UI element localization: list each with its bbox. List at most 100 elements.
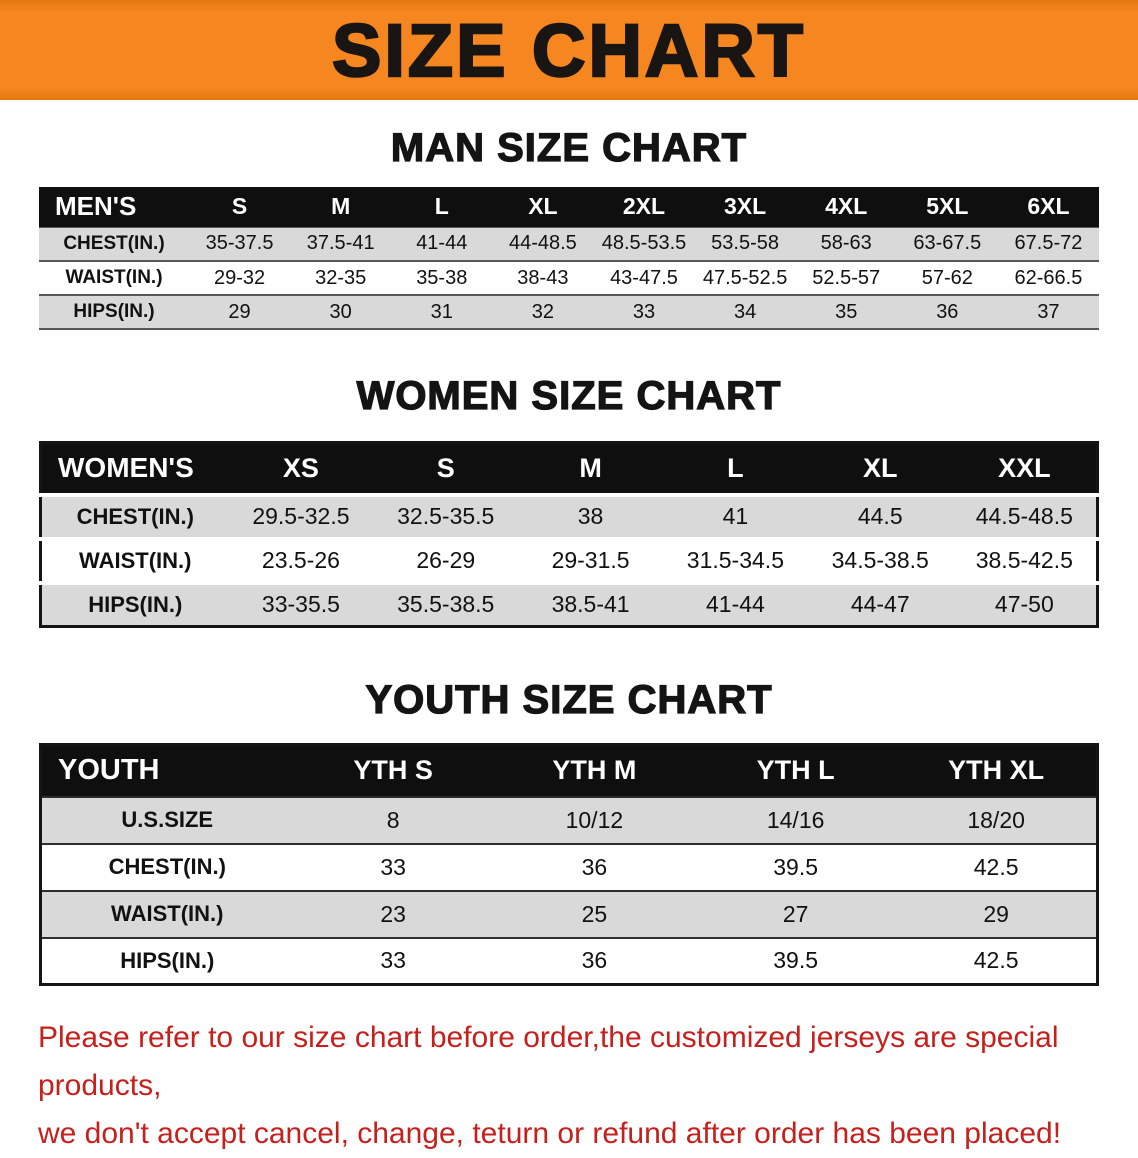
- size-header-cell: YTH XL: [896, 744, 1098, 797]
- value-cell: 39.5: [695, 937, 897, 985]
- value-cell: 43-47.5: [593, 261, 695, 295]
- row-label-cell: CHEST(IN.): [40, 843, 293, 891]
- value-cell: 44-48.5: [492, 227, 594, 261]
- row-label-cell: WAIST(IN.): [39, 261, 189, 295]
- size-header-cell: S: [373, 442, 519, 495]
- value-cell: 39.5: [695, 843, 897, 891]
- value-cell: 47-50: [952, 582, 1098, 627]
- value-cell: 29-32: [189, 261, 291, 295]
- table-header-row: YOUTH YTH S YTH M YTH L YTH XL: [40, 744, 1098, 797]
- measurement-row: U.S.SIZE 8 10/12 14/16 18/20: [40, 796, 1098, 844]
- measurement-row: WAIST(IN.) 23 25 27 29: [40, 890, 1098, 938]
- row-label-cell: CHEST(IN.): [40, 494, 229, 539]
- value-cell: 38.5-42.5: [952, 538, 1098, 583]
- value-cell: 44-47: [807, 582, 953, 627]
- women-size-table: WOMEN'S XS S M L XL XXL CHEST(IN.) 29.5-32.5 32.5…: [39, 441, 1099, 628]
- measurement-row: HIPS(IN.) 33-35.5 35.5-38.5 38.5-41 41-44 44-…: [40, 582, 1098, 627]
- value-cell: 31.5-34.5: [662, 538, 808, 583]
- size-header-cell: XL: [492, 187, 594, 227]
- value-cell: 10/12: [493, 796, 695, 844]
- value-cell: 57-62: [896, 261, 998, 295]
- value-cell: 34: [694, 295, 796, 329]
- value-cell: 30: [290, 295, 392, 329]
- value-cell: 34.5-38.5: [807, 538, 953, 583]
- row-label-cell: U.S.SIZE: [40, 796, 293, 844]
- value-cell: 63-67.5: [896, 227, 998, 261]
- men-section: MAN SIZE CHART MEN'S S M L XL 2XL 3XL 4XL 5XL 6XL…: [0, 125, 1138, 330]
- value-cell: 29-31.5: [518, 538, 663, 583]
- value-cell: 25: [493, 890, 695, 938]
- size-header-cell: 5XL: [896, 187, 998, 227]
- size-header-cell: XXL: [952, 442, 1098, 495]
- value-cell: 33-35.5: [228, 582, 374, 627]
- value-cell: 26-29: [373, 538, 519, 583]
- value-cell: 8: [292, 796, 494, 844]
- value-cell: 38: [518, 494, 663, 539]
- value-cell: 23.5-26: [228, 538, 374, 583]
- value-cell: 44.5-48.5: [952, 494, 1098, 539]
- value-cell: 41-44: [391, 227, 493, 261]
- row-label-cell: HIPS(IN.): [40, 937, 293, 985]
- value-cell: 37: [997, 295, 1099, 329]
- women-section: WOMEN SIZE CHART WOMEN'S XS S M L XL XXL CHEST(…: [0, 373, 1138, 628]
- value-cell: 32: [492, 295, 594, 329]
- size-header-cell: L: [391, 187, 493, 227]
- value-cell: 47.5-52.5: [694, 261, 796, 295]
- value-cell: 62-66.5: [997, 261, 1099, 295]
- measurement-row: WAIST(IN.) 29-32 32-35 35-38 38-43 43-47.5 47.…: [39, 261, 1099, 295]
- value-cell: 53.5-58: [694, 227, 796, 261]
- row-label-cell: WAIST(IN.): [40, 538, 229, 583]
- value-cell: 41: [662, 494, 808, 539]
- women-section-heading: WOMEN SIZE CHART: [356, 373, 782, 418]
- value-cell: 52.5-57: [795, 261, 897, 295]
- value-cell: 41-44: [662, 582, 808, 627]
- value-cell: 36: [896, 295, 998, 329]
- value-cell: 32-35: [290, 261, 392, 295]
- measurement-row: CHEST(IN.) 29.5-32.5 32.5-35.5 38 41 44.5 44.5…: [40, 494, 1098, 539]
- youth-section-heading: YOUTH SIZE CHART: [365, 677, 773, 722]
- value-cell: 35-38: [391, 261, 493, 295]
- men-section-heading: MAN SIZE CHART: [390, 125, 748, 170]
- value-cell: 33: [593, 295, 695, 329]
- value-cell: 67.5-72: [997, 227, 1099, 261]
- value-cell: 35: [795, 295, 897, 329]
- value-cell: 44.5: [807, 494, 953, 539]
- value-cell: 42.5: [896, 937, 1098, 985]
- size-header-cell: 4XL: [795, 187, 897, 227]
- value-cell: 33: [292, 937, 494, 985]
- measurement-row: HIPS(IN.) 29 30 31 32 33 34 35 36 37: [39, 295, 1099, 329]
- table-title-cell: YOUTH: [40, 744, 293, 797]
- row-label-cell: HIPS(IN.): [39, 295, 189, 329]
- youth-section: YOUTH SIZE CHART YOUTH YTH S YTH M YTH L YTH…: [0, 677, 1138, 986]
- banner-title: SIZE CHART: [331, 7, 806, 93]
- value-cell: 36: [493, 937, 695, 985]
- size-header-cell: YTH L: [695, 744, 897, 797]
- value-cell: 33: [292, 843, 494, 891]
- value-cell: 38.5-41: [518, 582, 663, 627]
- row-label-cell: HIPS(IN.): [40, 582, 229, 627]
- size-header-cell: 2XL: [593, 187, 695, 227]
- measurement-row: HIPS(IN.) 33 36 39.5 42.5: [40, 937, 1098, 985]
- row-label-cell: CHEST(IN.): [39, 227, 189, 261]
- size-header-cell: YTH M: [493, 744, 695, 797]
- measurement-row: CHEST(IN.) 35-37.5 37.5-41 41-44 44-48.5 48.5…: [39, 227, 1099, 261]
- value-cell: 31: [391, 295, 493, 329]
- youth-size-table: YOUTH YTH S YTH M YTH L YTH XL U.S.SIZE 8 10/12…: [39, 743, 1099, 986]
- measurement-row: CHEST(IN.) 33 36 39.5 42.5: [40, 843, 1098, 891]
- value-cell: 29.5-32.5: [228, 494, 374, 539]
- disclaimer: Please refer to our size chart before or…: [38, 1014, 1100, 1158]
- value-cell: 48.5-53.5: [593, 227, 695, 261]
- size-header-cell: L: [662, 442, 808, 495]
- size-header-cell: S: [189, 187, 291, 227]
- value-cell: 23: [292, 890, 494, 938]
- row-label-cell: WAIST(IN.): [40, 890, 293, 938]
- size-header-cell: XL: [807, 442, 953, 495]
- value-cell: 36: [493, 843, 695, 891]
- size-header-cell: M: [518, 442, 663, 495]
- value-cell: 35-37.5: [189, 227, 291, 261]
- value-cell: 14/16: [695, 796, 897, 844]
- value-cell: 29: [896, 890, 1098, 938]
- value-cell: 29: [189, 295, 291, 329]
- size-header-cell: 3XL: [694, 187, 796, 227]
